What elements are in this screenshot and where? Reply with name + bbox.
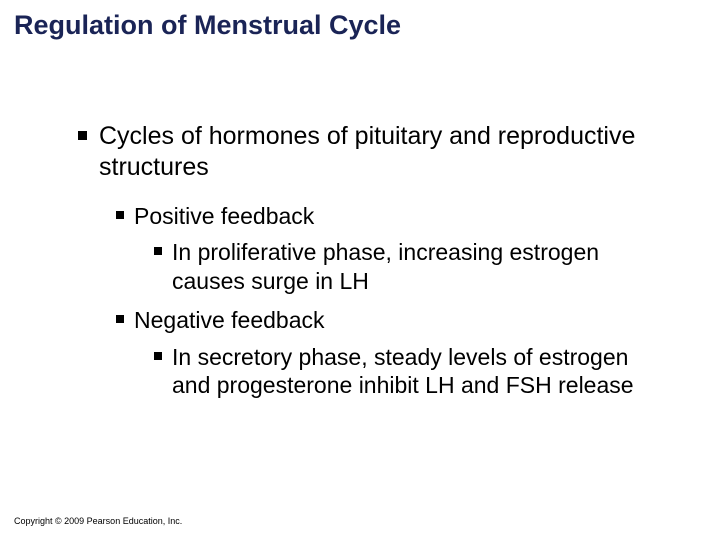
list-item: Negative feedback	[116, 306, 660, 335]
bullet-square-icon	[78, 131, 87, 140]
list-item-text: In secretory phase, steady levels of est…	[172, 343, 660, 401]
list-item-text: Cycles of hormones of pituitary and repr…	[99, 121, 660, 184]
bullet-square-icon	[116, 315, 124, 323]
slide-title: Regulation of Menstrual Cycle	[0, 0, 720, 41]
bullet-square-icon	[154, 352, 162, 360]
list-item-text: Negative feedback	[134, 306, 325, 335]
bullet-square-icon	[154, 247, 162, 255]
list-item: Positive feedback	[116, 202, 660, 231]
bullet-square-icon	[116, 211, 124, 219]
slide-content: Cycles of hormones of pituitary and repr…	[0, 41, 720, 400]
copyright-footer: Copyright © 2009 Pearson Education, Inc.	[14, 516, 182, 526]
list-item: Cycles of hormones of pituitary and repr…	[78, 121, 660, 184]
list-item-text: In proliferative phase, increasing estro…	[172, 238, 660, 296]
list-item-text: Positive feedback	[134, 202, 314, 231]
list-item: In proliferative phase, increasing estro…	[154, 238, 660, 296]
list-item: In secretory phase, steady levels of est…	[154, 343, 660, 401]
